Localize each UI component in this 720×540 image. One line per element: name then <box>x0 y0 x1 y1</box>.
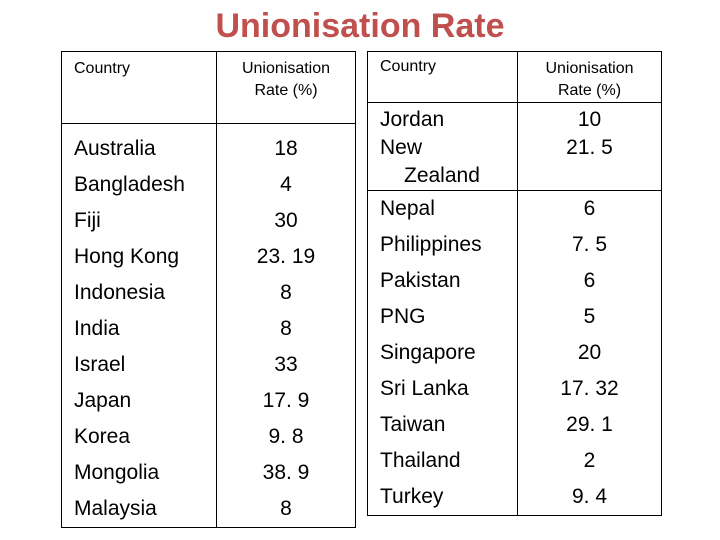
rate-value: 17. 32 <box>560 377 619 400</box>
rate-value: 7. 5 <box>571 233 608 256</box>
header-rate-line1: Unionisation <box>241 60 331 77</box>
rate-cell: 6 7. 5 6 5 20 17. 32 29. 1 2 9. 4 <box>517 190 662 516</box>
rate-value: 9. 4 <box>571 485 608 508</box>
country-name: Singapore <box>380 341 476 364</box>
country-name: Sri Lanka <box>380 377 469 400</box>
table-row: Jordan New Zealand 10 21. 5 <box>367 102 662 191</box>
table-left: Country Unionisation Rate (%) Australia … <box>61 51 356 528</box>
rate-value: 8 <box>280 317 292 340</box>
country-name: Fiji <box>74 209 101 232</box>
country-name: Zealand <box>404 164 480 187</box>
country-name: India <box>74 317 120 340</box>
country-name: Korea <box>74 425 131 448</box>
country-cell: Australia Bangladesh Fiji Hong Kong Indo… <box>61 123 217 528</box>
rate-value: 4 <box>280 173 292 196</box>
rate-value: 18 <box>274 137 298 160</box>
table-right: Country Unionisation Rate (%) Jordan New… <box>367 51 662 516</box>
header-rate: Unionisation Rate (%) <box>517 51 662 103</box>
rate-value: 38. 9 <box>262 461 310 484</box>
country-name: Nepal <box>380 197 435 220</box>
rate-value: 29. 1 <box>566 413 613 436</box>
rate-value: 30 <box>274 209 298 232</box>
header-row: Country Unionisation Rate (%) <box>367 51 662 103</box>
page-title: Unionisation Rate <box>215 7 505 45</box>
rate-value: 17. 9 <box>262 389 310 412</box>
rate-value: 8 <box>280 497 292 520</box>
header-rate-line1: Unionisation <box>545 60 634 77</box>
country-cell: Jordan New Zealand <box>367 102 518 191</box>
rate-value: 2 <box>583 449 596 472</box>
rate-value: 10 <box>577 108 602 131</box>
country-name: Thailand <box>380 449 461 472</box>
header-country: Country <box>61 51 217 124</box>
rate-cell: 10 21. 5 <box>517 102 662 191</box>
header-country: Country <box>367 51 518 103</box>
header-row: Country Unionisation Rate (%) <box>61 51 356 124</box>
country-name: Pakistan <box>380 269 461 292</box>
table-row: Australia Bangladesh Fiji Hong Kong Indo… <box>61 123 356 528</box>
country-name: Japan <box>74 389 132 412</box>
country-name: Israel <box>74 353 126 376</box>
country-name: PNG <box>380 305 426 328</box>
country-name: Turkey <box>380 485 444 508</box>
header-rate-line2: Rate (%) <box>254 82 318 99</box>
country-name: Indonesia <box>74 281 166 304</box>
country-name: Australia <box>74 137 156 160</box>
table-row: Nepal Philippines Pakistan PNG Singapore… <box>367 190 662 516</box>
country-name: Jordan <box>380 108 445 131</box>
country-name: Taiwan <box>380 413 446 436</box>
rate-value: 6 <box>583 197 596 220</box>
country-name: Hong Kong <box>74 245 180 268</box>
rate-value: 33 <box>274 353 298 376</box>
header-rate: Unionisation Rate (%) <box>216 51 356 124</box>
rate-value: 5 <box>583 305 596 328</box>
rate-value: 20 <box>577 341 602 364</box>
country-name: Philippines <box>380 233 482 256</box>
country-name: Bangladesh <box>74 173 185 196</box>
header-rate-line2: Rate (%) <box>557 82 622 99</box>
country-cell: Nepal Philippines Pakistan PNG Singapore… <box>367 190 518 516</box>
rate-value: 23. 19 <box>256 245 316 268</box>
rate-value: 8 <box>280 281 292 304</box>
country-name: New <box>380 136 423 159</box>
rate-cell: 18 4 30 23. 19 8 8 33 17. 9 9. 8 38. 9 8 <box>216 123 356 528</box>
rate-value: 9. 8 <box>268 425 304 448</box>
country-name: Malaysia <box>74 497 157 520</box>
rate-value: 21. 5 <box>566 136 613 159</box>
rate-value: 6 <box>583 269 596 292</box>
country-name: Mongolia <box>74 461 160 484</box>
